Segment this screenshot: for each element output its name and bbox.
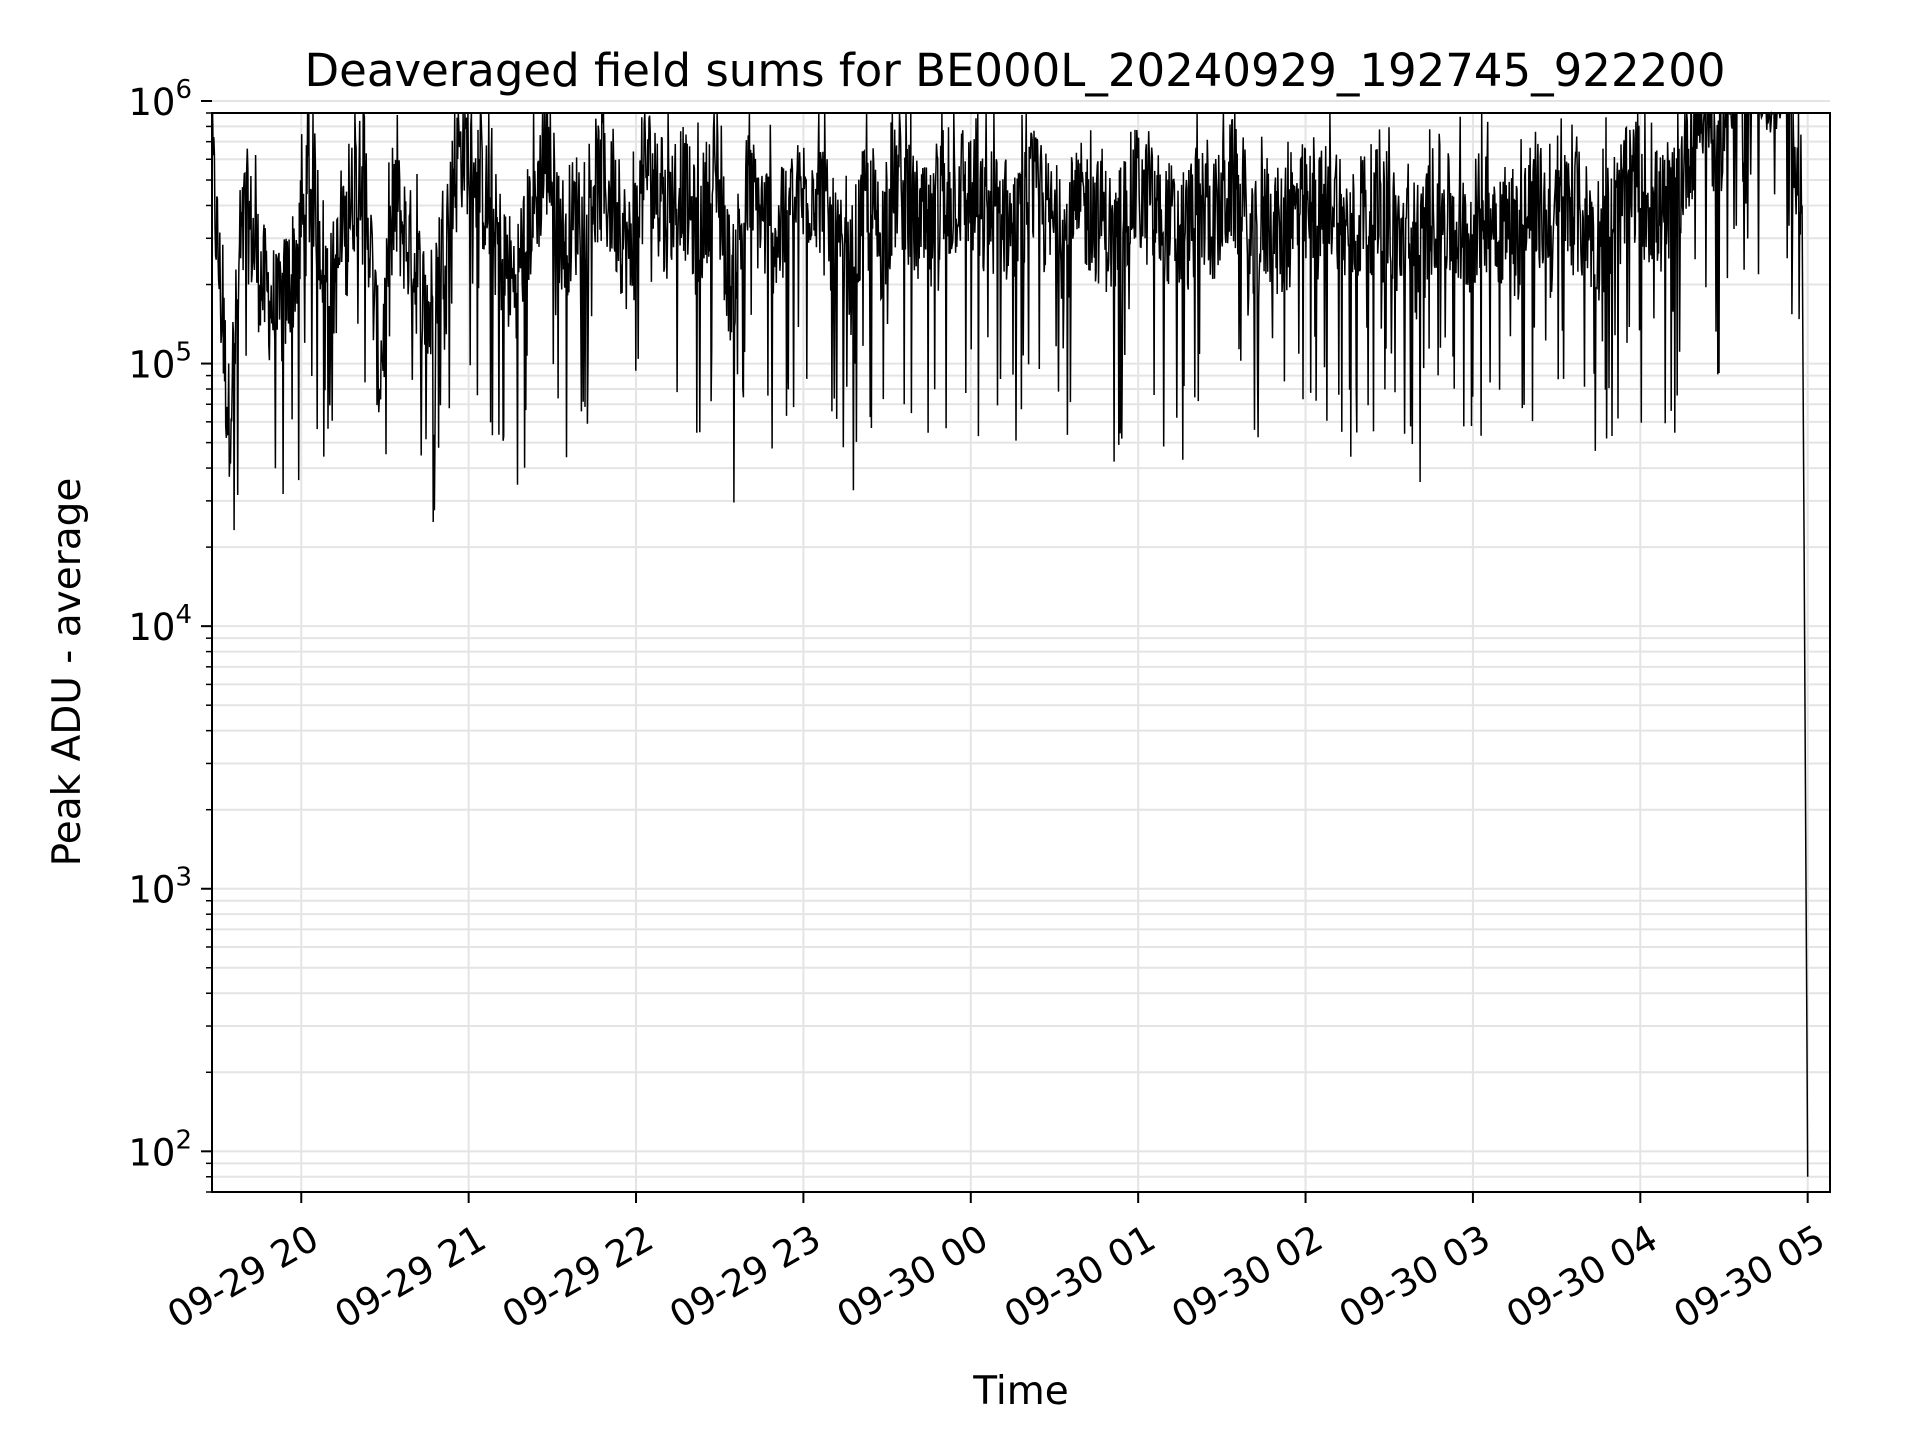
x-axis-label: Time — [972, 1369, 1068, 1414]
y-axis-label: Peak ADU - average — [45, 478, 90, 867]
y-tick-label: 105 — [128, 338, 192, 387]
y-tick-label: 102 — [128, 1125, 192, 1174]
series-line — [211, 111, 1809, 1177]
y-tick-label: 106 — [128, 75, 192, 124]
chart-title: Deaveraged field sums for BE000L_2024092… — [305, 44, 1726, 97]
plot-frame — [211, 112, 1831, 1193]
y-tick-label: 103 — [128, 863, 192, 912]
series-layer — [211, 111, 1809, 1177]
y-tick-label: 104 — [128, 600, 192, 649]
